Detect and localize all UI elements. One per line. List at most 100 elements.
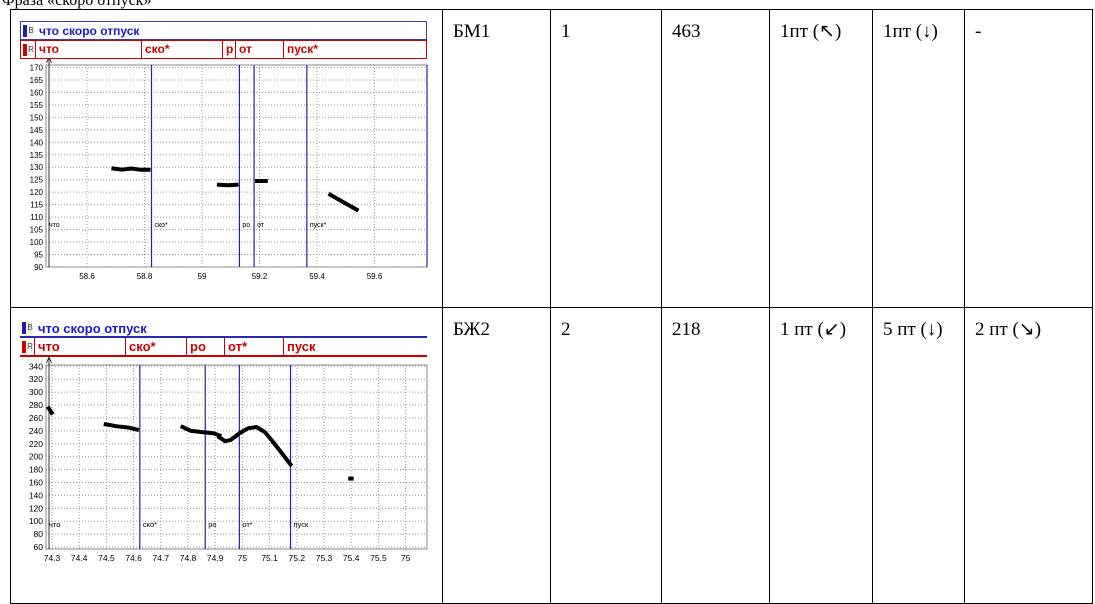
y-tick-label: 130 (30, 163, 44, 172)
table-row: B что скоро отпуск R что ско* ро от* пус… (10, 307, 1093, 604)
c6-cell: - (964, 9, 1093, 308)
number-cell: 1 (550, 9, 662, 308)
caption: Фраза «скоро отпуск» (2, 0, 152, 9)
y-tick-label: 145 (30, 126, 44, 135)
bottom-label: ро (242, 222, 250, 229)
pitch-contour (216, 182, 239, 188)
value-cell: 463 (661, 9, 770, 308)
phrase-window: B что скоро отпуск R что ско* ро от* пус… (20, 319, 428, 576)
pitch-contour (111, 166, 151, 172)
x-tick-label: 75.2 (289, 553, 306, 563)
segment-label: ро (186, 338, 206, 355)
segment-label: пуск* (283, 41, 318, 58)
segment-label: от (235, 41, 252, 58)
x-tick-label: 74.3 (44, 553, 61, 563)
number-cell: 2 (550, 307, 662, 604)
pitch-contour (216, 425, 294, 468)
segment-tier: R что ско* ро от* пуск (20, 338, 427, 357)
tier-b-icon: B (23, 25, 34, 37)
figure-cell: B что скоро отпуск R что ско* р от пуск*… (10, 9, 443, 308)
bottom-label: от (257, 222, 265, 229)
y-tick-label: 120 (30, 188, 44, 197)
bottom-label: пуск* (310, 222, 327, 229)
x-tick-label: 74.4 (71, 553, 88, 563)
x-tick-label: 75.1 (261, 553, 278, 563)
cursor-arrow (46, 59, 52, 64)
x-tick-label: 59.6 (367, 272, 383, 281)
y-tick-label: 100 (30, 238, 44, 247)
y-tick-label: 180 (29, 465, 43, 475)
segment-label: что (34, 338, 60, 355)
y-tick-label: 160 (29, 478, 43, 488)
x-tick-label: 59 (198, 272, 207, 281)
y-tick-label: 140 (29, 490, 43, 500)
c4-cell: 1пт (↖) (769, 9, 873, 308)
pitch-contour (179, 424, 222, 438)
segment-tier: R что ско* р от пуск* (20, 40, 427, 59)
x-tick-label: 58.8 (137, 272, 153, 281)
y-tick-label: 95 (34, 251, 43, 260)
segment-label: ско* (125, 338, 156, 355)
figure-cell: B что скоро отпуск R что ско* ро от* пус… (10, 307, 443, 604)
bottom-label: что (49, 520, 60, 529)
x-tick-label: 74.5 (98, 553, 115, 563)
segment-label: пуск (283, 338, 316, 355)
results-table: B что скоро отпуск R что ско* р от пуск*… (10, 9, 1093, 604)
y-tick-label: 260 (29, 413, 43, 423)
bottom-label: ско* (155, 222, 169, 229)
bottom-label: от* (242, 520, 252, 529)
y-tick-label: 170 (30, 63, 44, 72)
x-tick-label: 74.8 (180, 553, 197, 563)
x-tick-label: 75.3 (316, 553, 333, 563)
segment-label: р (222, 41, 233, 58)
y-tick-label: 100 (29, 516, 43, 526)
pitch-contour (103, 422, 140, 433)
x-tick-label: 75 (401, 553, 411, 563)
x-tick-label: 74.9 (207, 553, 224, 563)
phrase-tier: B что скоро отпуск (20, 319, 427, 338)
y-tick-label: 150 (30, 113, 44, 122)
y-tick-label: 340 (29, 361, 43, 371)
c5-cell: 5 пт (↓) (872, 307, 965, 604)
pitch-contour (46, 405, 55, 416)
y-tick-label: 155 (30, 101, 44, 110)
x-tick-label: 58.6 (79, 272, 95, 281)
plot-area (45, 64, 428, 268)
pitch-chart-2: 340 320 300 280 260 240 220 200 180 160 140 120 100 8… (29, 357, 428, 563)
y-tick-label: 320 (29, 374, 43, 384)
table-row: B что скоро отпуск R что ско* р от пуск*… (10, 9, 1093, 308)
pitch-chart-1: 170 165 160 155 150 145 140 135 130 125 120 115 110 1… (30, 59, 428, 281)
pitch-contour (327, 191, 360, 213)
speaker-cell: БМ1 (442, 9, 551, 308)
phrase-label: что скоро отпуск (38, 321, 147, 336)
y-tick-label: 160 (30, 88, 44, 97)
x-tick-label: 59.4 (309, 272, 325, 281)
x-tick-label: 75.5 (370, 553, 387, 563)
phrase-label: что скоро отпуск (39, 24, 140, 38)
bottom-label: пуск (294, 520, 309, 529)
plot-area (45, 364, 428, 550)
x-tick-label: 75 (238, 553, 248, 563)
y-tick-label: 280 (29, 400, 43, 410)
c4-cell: 1 пт (↙) (769, 307, 873, 604)
y-tick-label: 165 (30, 76, 44, 85)
y-tick-label: 220 (29, 439, 43, 449)
speaker-cell: БЖ2 (442, 307, 551, 604)
y-tick-label: 110 (30, 213, 43, 222)
segment-label: что (35, 41, 59, 58)
bottom-label: ско* (143, 520, 157, 529)
y-tick-label: 120 (29, 503, 43, 513)
y-tick-label: 60 (34, 542, 44, 552)
y-tick-label: 240 (29, 426, 43, 436)
segment-label: от* (224, 338, 247, 355)
c5-cell: 1пт (↓) (872, 9, 965, 308)
y-tick-label: 105 (30, 226, 44, 235)
c6-cell: 2 пт (↘) (964, 307, 1093, 604)
cursor-arrow (46, 357, 52, 364)
phrase-tier: B что скоро отпуск (20, 21, 427, 40)
y-tick-label: 80 (34, 529, 44, 539)
y-tick-label: 90 (34, 263, 43, 272)
y-tick-label: 140 (30, 138, 44, 147)
tier-b-icon: B (22, 322, 33, 334)
x-tick-label: 74.7 (153, 553, 170, 563)
